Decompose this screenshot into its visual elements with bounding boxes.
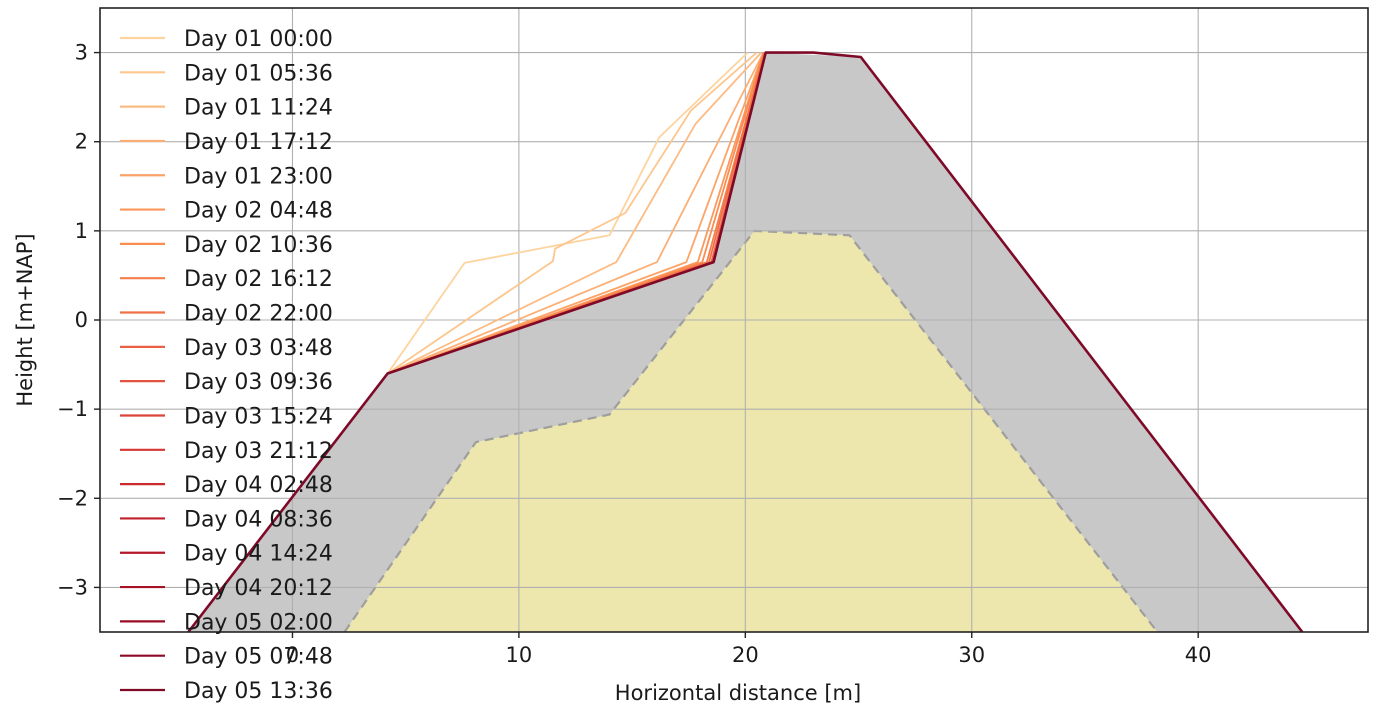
legend-item: Day 05 07:48 [120, 645, 333, 670]
legend-label: Day 01 23:00 [184, 164, 333, 189]
y-tick-label: −1 [57, 397, 88, 421]
legend-label: Day 01 00:00 [184, 27, 333, 52]
legend-item: Day 01 11:24 [120, 96, 333, 121]
legend-label: Day 03 03:48 [184, 336, 333, 361]
legend-item: Day 05 13:36 [120, 679, 333, 704]
x-tick-label: 30 [958, 643, 985, 667]
legend-label: Day 01 17:12 [184, 130, 333, 155]
legend-item: Day 04 20:12 [120, 576, 333, 601]
series-line [387, 52, 765, 375]
series-line [187, 51, 1304, 632]
legend-item: Day 02 04:48 [120, 199, 333, 224]
legend-item: Day 02 10:36 [120, 233, 333, 258]
y-tick-label: −2 [57, 486, 88, 510]
legend-item: Day 03 09:36 [120, 370, 333, 395]
legend-item: Day 03 21:12 [120, 439, 333, 464]
legend-label: Day 02 16:12 [184, 267, 333, 292]
legend-item: Day 04 08:36 [120, 507, 333, 532]
legend-item: Day 01 17:12 [120, 130, 333, 155]
legend-label: Day 02 22:00 [184, 302, 333, 327]
y-tick-label: 1 [75, 219, 88, 243]
series-line [387, 52, 765, 375]
legend-item: Day 02 16:12 [120, 267, 333, 292]
legend-label: Day 02 04:48 [184, 199, 333, 224]
legend-label: Day 04 20:12 [184, 576, 333, 601]
y-axis-label: Height [m+NAP] [13, 233, 37, 406]
legend-item: Day 01 05:36 [120, 61, 333, 86]
dike-core-outline [343, 229, 1159, 632]
legend-item: Day 04 02:48 [120, 473, 333, 498]
series-line [386, 51, 749, 375]
grid [100, 8, 1368, 632]
legend-item: Day 03 03:48 [120, 336, 333, 361]
legend-label: Day 03 09:36 [184, 370, 333, 395]
series-lines [187, 51, 1304, 632]
legend-item: Day 02 22:00 [120, 302, 333, 327]
x-tick-label: 20 [732, 643, 759, 667]
series-line [387, 51, 762, 375]
y-tick-label: 0 [75, 308, 88, 332]
legend-label: Day 03 21:12 [184, 439, 333, 464]
legend-label: Day 01 11:24 [184, 96, 333, 121]
legend-label: Day 05 07:48 [184, 645, 333, 670]
legend: Day 01 00:00 Day 01 05:36 Day 01 11:24 Day … [120, 27, 333, 704]
y-tick-label: −3 [57, 575, 88, 599]
x-tick-label: 10 [506, 643, 533, 667]
x-tick-label: 0 [286, 643, 299, 667]
legend-item: Day 01 00:00 [120, 27, 333, 52]
legend-item: Day 03 15:24 [120, 404, 333, 429]
x-axis-label: Horizontal distance [m] [615, 681, 861, 705]
dike-core-area [344, 230, 1158, 632]
legend-label: Day 04 02:48 [184, 473, 333, 498]
legend-label: Day 01 05:36 [184, 61, 333, 86]
legend-label: Day 02 10:36 [184, 233, 333, 258]
y-tick-label: 3 [75, 41, 88, 65]
legend-label: Day 05 13:36 [184, 679, 333, 704]
legend-label: Day 03 15:24 [184, 404, 333, 429]
axis-ticks: 0 10 20 30 40 −3 −2 −1 0 1 2 3 [57, 41, 1212, 667]
legend-label: Day 04 14:24 [184, 542, 333, 567]
series-line [387, 51, 758, 375]
legend-label: Day 04 08:36 [184, 507, 333, 532]
x-tick-label: 40 [1185, 643, 1212, 667]
legend-label: Day 05 02:00 [184, 610, 333, 635]
legend-item: Day 01 23:00 [120, 164, 333, 189]
legend-item: Day 05 02:00 [120, 610, 333, 635]
legend-item: Day 04 14:24 [120, 542, 333, 567]
y-tick-label: 2 [75, 130, 88, 154]
